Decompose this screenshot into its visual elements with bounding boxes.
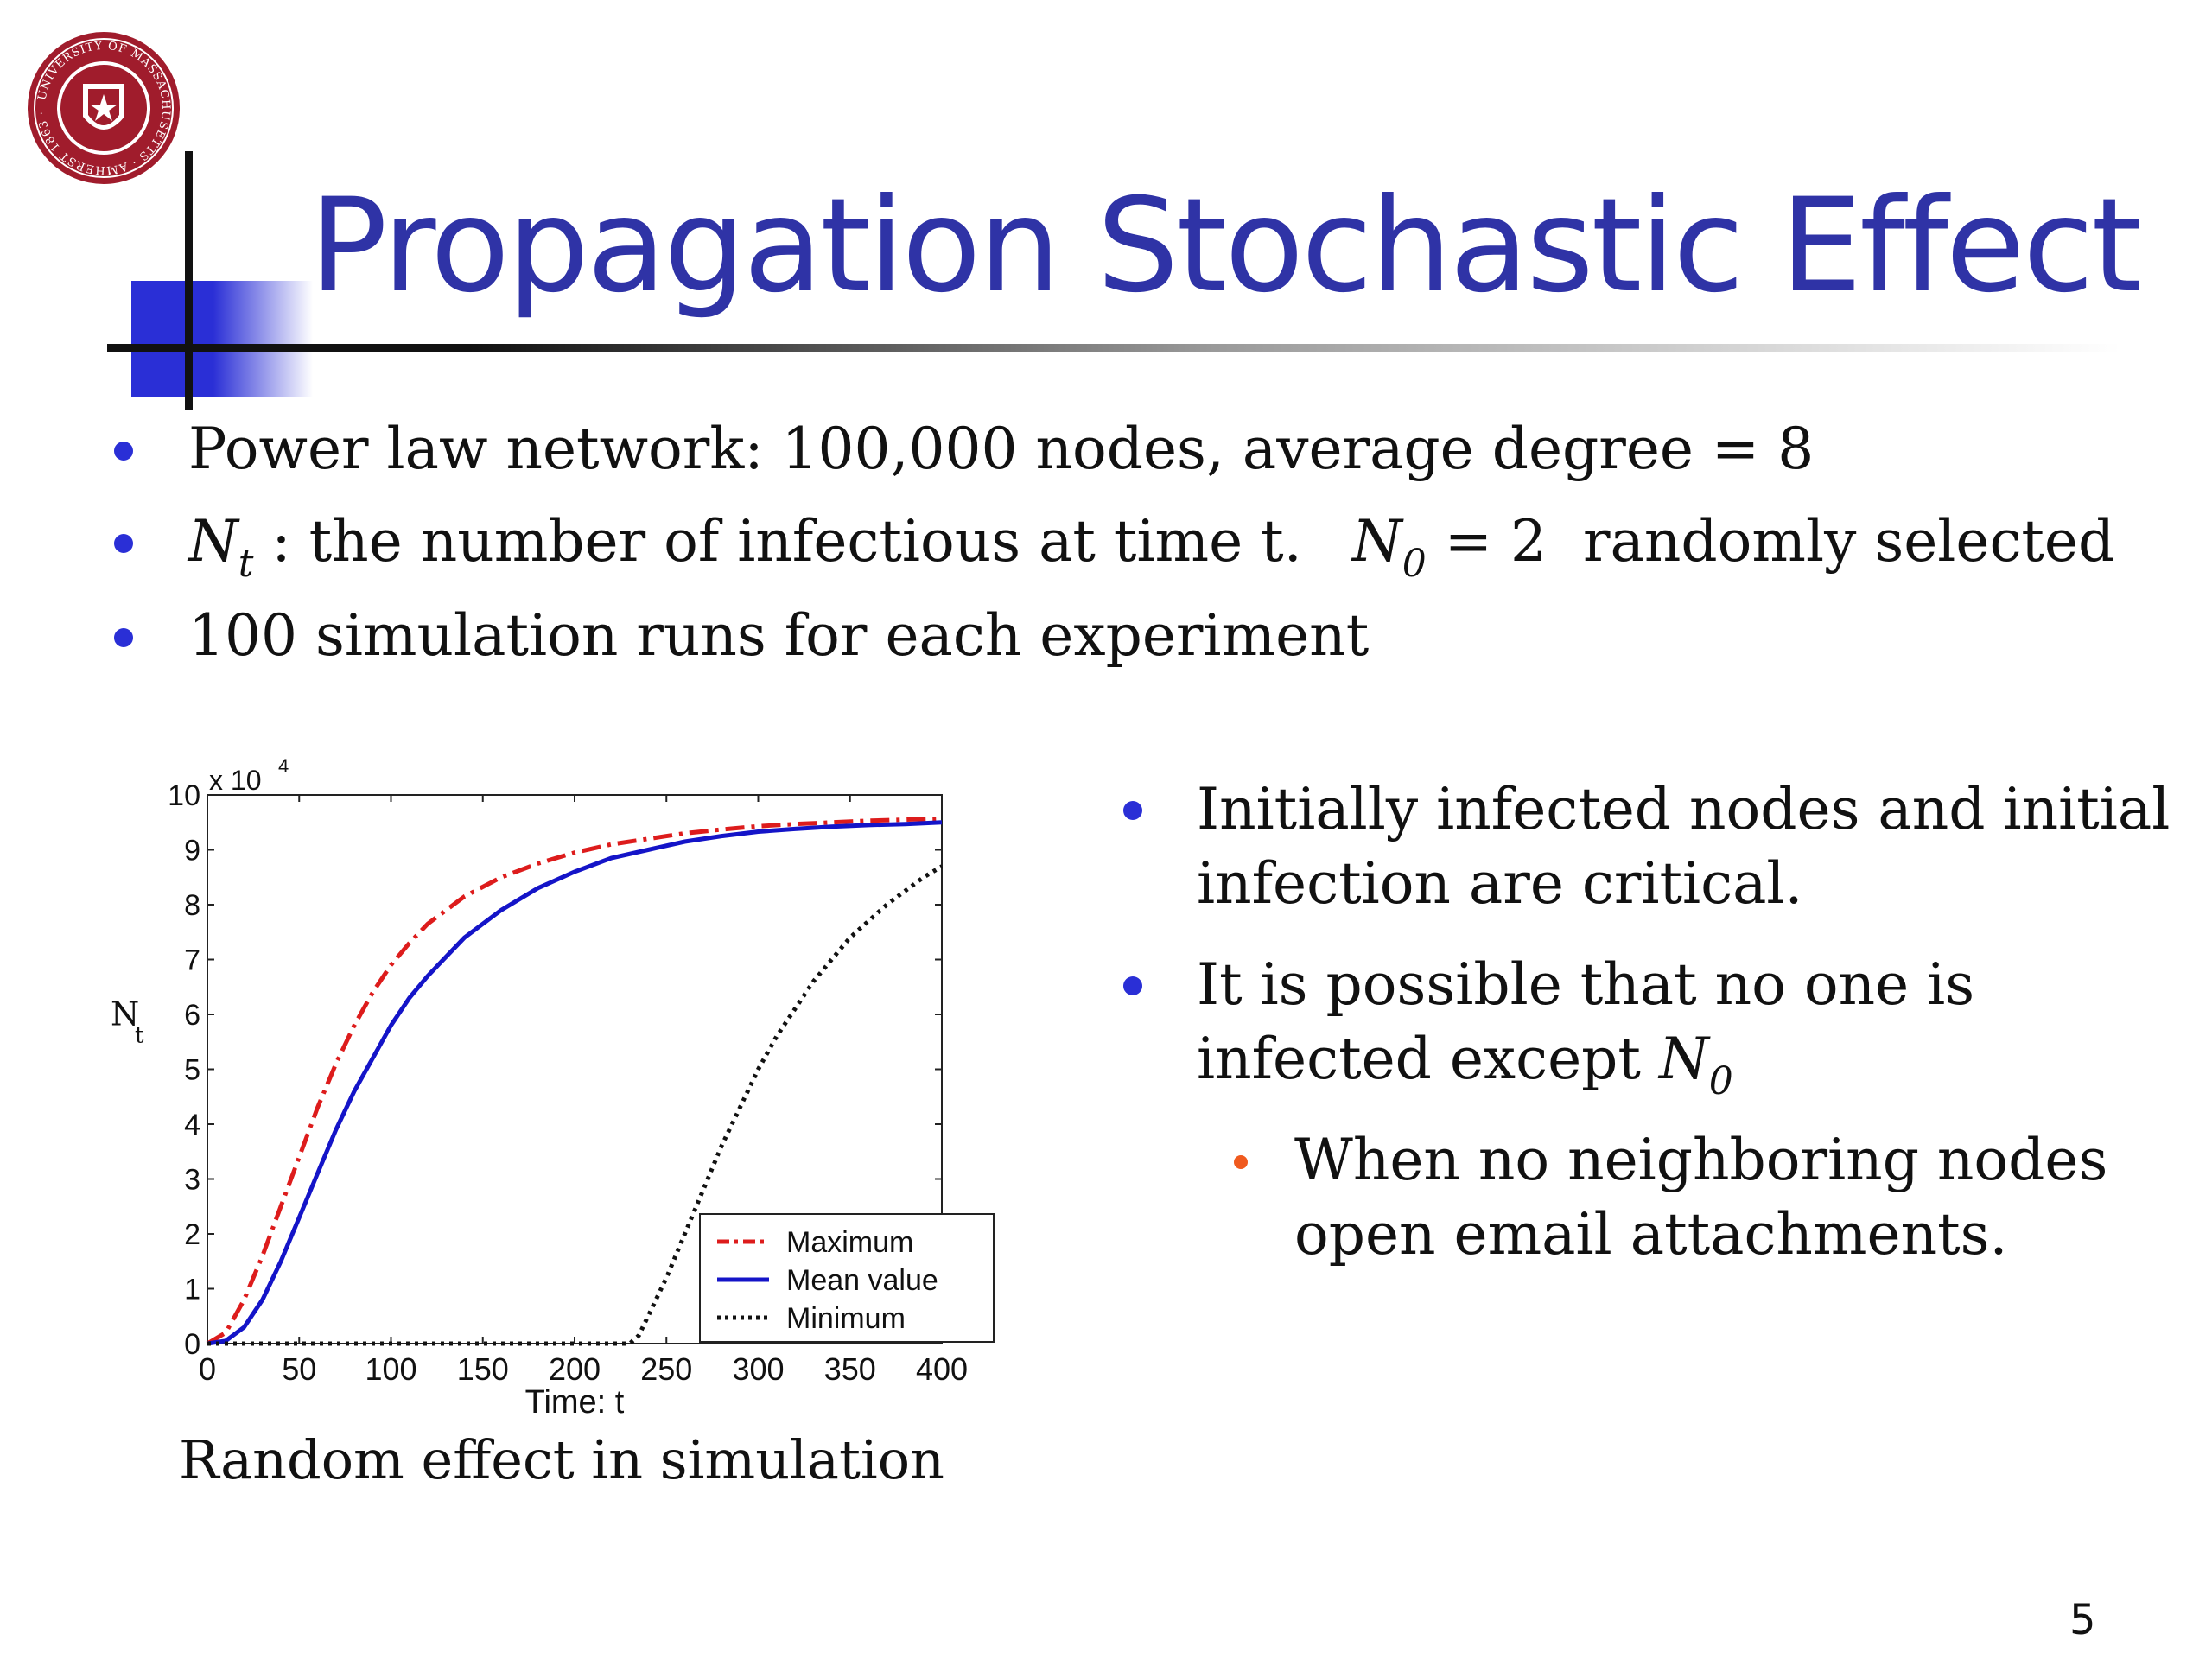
n0-value: = 2: [1426, 508, 1548, 575]
bullet-dot: [1123, 801, 1142, 820]
right-subbullet-line1: When no neighboring nodes: [1294, 1127, 2108, 1193]
title-vertical-line: [185, 151, 193, 410]
right-subbullet-line2: open email attachments.: [1294, 1201, 2008, 1268]
nt-variable: N: [188, 508, 238, 575]
legend-label: Mean value: [786, 1264, 938, 1297]
n0-variable: N: [1658, 1026, 1709, 1092]
y-tick-label: 5: [184, 1054, 200, 1087]
slide-title: Propagation Stochastic Effect: [309, 171, 2142, 321]
chart-caption: Random effect in simulation: [179, 1428, 944, 1491]
y-tick-label: 9: [184, 835, 200, 868]
series-line-maximum: [206, 816, 943, 1346]
x-tick-label: 400: [916, 1351, 968, 1387]
y-tick-label: 10: [168, 779, 200, 812]
y-tick-label: 2: [184, 1218, 200, 1251]
propagation-line-chart: 0 50 100 150 200 250 300 350 400 0 1 2 3 4 5 6 7 8 9 10 x 10…: [111, 755, 995, 1421]
y-multiplier-exponent: 4: [278, 755, 289, 777]
legend-label: Maximum: [786, 1226, 913, 1259]
bullet-dot: [114, 534, 133, 553]
x-tick-label: 300: [732, 1351, 784, 1387]
right-bullet-2-line2: infected except N0: [1197, 1025, 1733, 1116]
y-tick-label: 7: [184, 944, 200, 977]
x-tick-label: 50: [282, 1351, 316, 1387]
nt-subscript: t: [238, 542, 254, 586]
x-tick-label: 150: [457, 1351, 509, 1387]
y-tick-label: 0: [184, 1328, 200, 1361]
sub-bullet-dot: [1234, 1155, 1248, 1169]
title-accent-square: [131, 281, 313, 397]
right-bullet-2-line1: It is possible that no one is: [1197, 951, 1975, 1018]
nt-description: : the number of infectious at time t.: [253, 508, 1302, 575]
right-bullet-1-line1: Initially infected nodes and initial: [1197, 776, 2171, 842]
umass-seal-logo-icon: UNIVERSITY OF MASSACHUSETTS · AMHERST 18…: [28, 32, 180, 184]
y-tick-label: 8: [184, 889, 200, 922]
bullet-nt-definition: Nt : the number of infectious at time t.: [188, 507, 1302, 599]
n0-subscript: 0: [1708, 1059, 1733, 1103]
title-underline: [107, 344, 2120, 352]
n0-initial-count: N0 = 2: [1352, 507, 1547, 599]
x-axis-label: Time: t: [525, 1384, 625, 1421]
n0-subscript: 0: [1402, 542, 1427, 586]
y-tick-label: 1: [184, 1274, 200, 1306]
bullet-simulation-runs: 100 simulation runs for each experiment: [188, 602, 1370, 669]
page-number: 5: [2069, 1596, 2096, 1644]
bullet-dot: [1123, 976, 1142, 995]
series-line-mean-value: [207, 820, 943, 1346]
y-axis-label: N: [111, 995, 139, 1033]
bullet-network: Power law network: 100,000 nodes, averag…: [188, 416, 1815, 482]
randomly-selected-text: randomly selected: [1583, 508, 2115, 575]
n0-variable: N: [1352, 508, 1402, 575]
y-axis-label-subscript: t: [135, 1023, 144, 1049]
right-bullet-1-line2: infection are critical.: [1197, 850, 1803, 917]
y-tick-label: 6: [184, 999, 200, 1032]
bullet-dot: [114, 628, 133, 647]
y-tick-label: 3: [184, 1164, 200, 1197]
y-tick-label: 4: [184, 1109, 200, 1141]
x-tick-label: 200: [549, 1351, 601, 1387]
x-tick-label: 350: [824, 1351, 876, 1387]
bullet-dot: [114, 442, 133, 461]
x-tick-label: 0: [199, 1351, 216, 1387]
x-tick-label: 250: [640, 1351, 692, 1387]
y-multiplier-label: x 10: [209, 765, 261, 796]
x-tick-label: 100: [365, 1351, 416, 1387]
infected-except-text: infected except: [1197, 1026, 1659, 1092]
legend-label: Minimum: [786, 1302, 906, 1335]
